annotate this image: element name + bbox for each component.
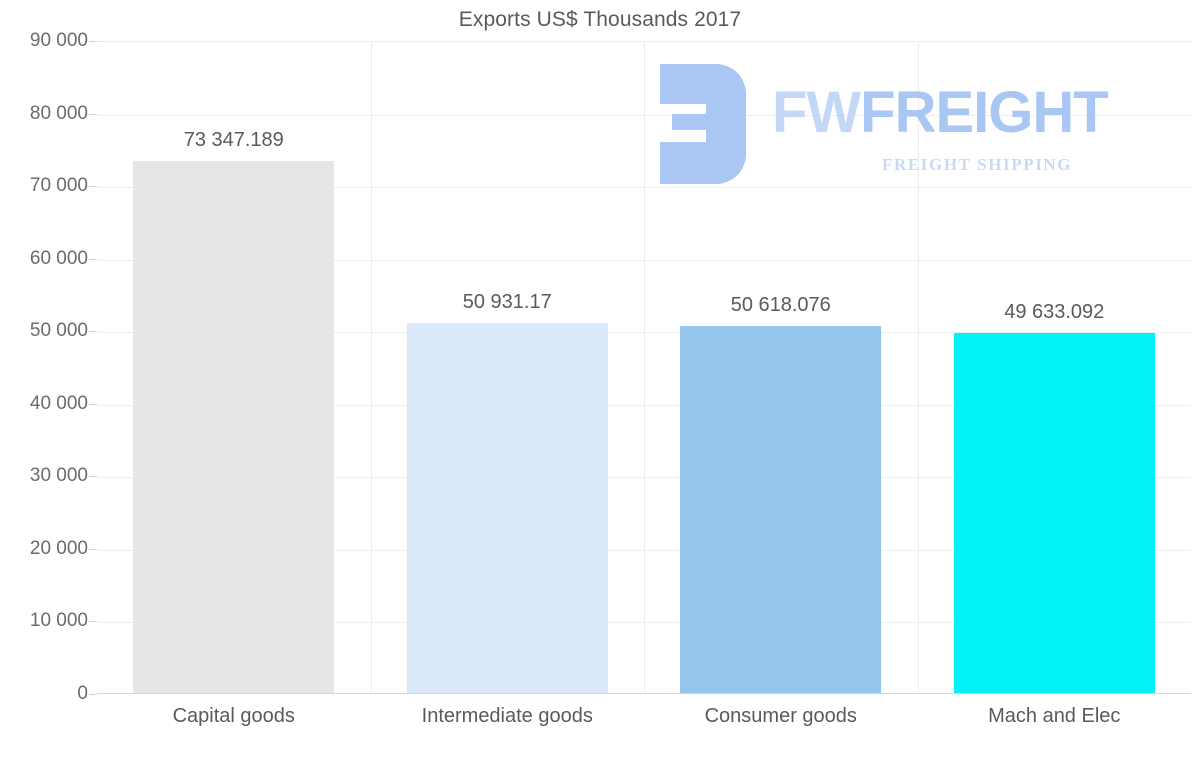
plot-area [97,41,1191,694]
y-axis-tick-mark [89,41,97,42]
x-axis-category-label: Mach and Elec [988,705,1121,727]
y-axis-tick-label: 30 000 [29,465,88,487]
y-axis-tick-label: 70 000 [29,175,88,197]
y-axis-tick-mark [89,258,97,260]
bar-2[interactable] [406,323,608,693]
y-axis-tick-mark [89,548,97,550]
y-axis-tick-label: 10 000 [29,610,88,632]
bar-value-label: 73 347.189 [183,128,284,151]
gridline-vertical [644,42,645,693]
y-axis-tick-label: 90 000 [29,30,88,51]
y-axis-tick-label: 50 000 [29,320,88,342]
y-axis-tick-label: 0 [77,683,88,704]
y-axis-tick-mark [89,186,97,188]
y-axis-tick-mark [89,621,97,623]
y-axis-tick-mark [89,113,97,115]
bar-3[interactable] [680,325,882,693]
gridline-vertical [371,42,372,693]
x-axis-category-label: Intermediate goods [421,705,593,727]
bar-value-label: 49 633.092 [1004,300,1105,323]
chart-title: Exports US$ Thousands 2017 [458,8,742,31]
bar-1[interactable] [133,160,335,693]
x-axis-category-label: Consumer goods [704,705,857,727]
bar-value-label: 50 618.076 [730,293,831,316]
y-axis-tick-mark [89,476,97,478]
y-axis-tick-label: 60 000 [29,247,88,269]
y-axis-tick-label: 20 000 [29,537,88,559]
x-axis-category-label: Capital goods [172,705,295,727]
bar-4[interactable] [953,332,1155,693]
y-axis-tick-mark [89,331,97,333]
bar-value-label: 50 931.17 [462,291,552,314]
y-axis-tick-label: 80 000 [29,102,88,124]
y-axis-tick-mark [89,403,97,405]
gridline-vertical [918,42,919,693]
y-axis-tick-label: 40 000 [29,392,88,414]
y-axis-tick-mark [89,694,97,695]
